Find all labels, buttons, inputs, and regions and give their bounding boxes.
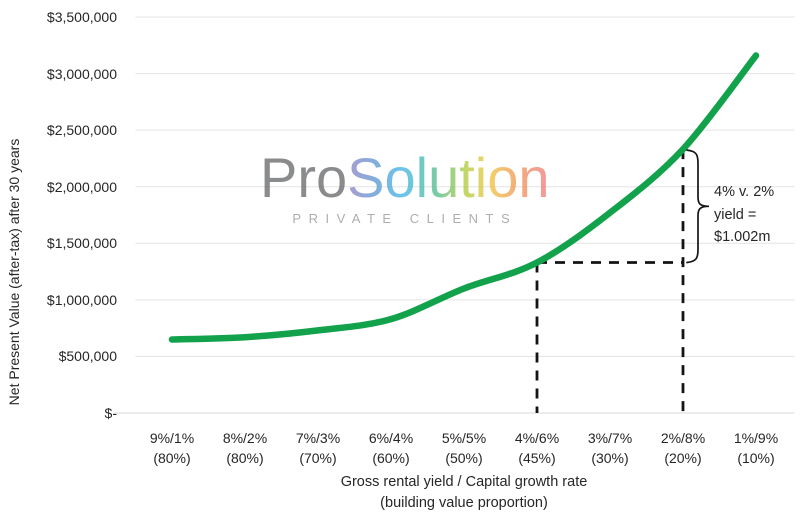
y-tick-label: $3,000,000	[46, 65, 117, 82]
x-axis-title-line2: (building value proportion)	[380, 495, 548, 511]
x-tick-label: 1%/9% (10%)	[719, 428, 793, 468]
annotation-label: 4% v. 2% yield = $1.002m	[714, 181, 800, 249]
x-tick-yield-rate: 3%/7%	[587, 430, 633, 446]
x-tick-building-proportion: (50%)	[445, 450, 483, 466]
x-tick-label: 6%/4% (60%)	[354, 428, 428, 468]
gridlines	[114, 16, 795, 414]
x-tick-building-proportion: (10%)	[737, 450, 775, 466]
y-tick-label: $500,000	[58, 348, 117, 365]
x-tick-yield-rate: 1%/9%	[733, 430, 779, 446]
x-tick-label: 5%/5% (50%)	[427, 428, 501, 468]
y-tick-label: $3,500,000	[46, 9, 117, 25]
x-tick-yield-rate: 2%/8%	[660, 430, 706, 446]
annotation-brace	[686, 149, 710, 264]
x-tick-label: 4%/6% (45%)	[500, 428, 574, 468]
x-tick-label: 3%/7% (30%)	[573, 428, 647, 468]
x-tick-yield-rate: 4%/6%	[514, 430, 560, 446]
x-tick-yield-rate: 8%/2%	[222, 430, 268, 446]
y-axis-title: Net Present Value (after-tax) after 30 y…	[6, 138, 22, 406]
annotation-dashed-lines	[535, 149, 685, 413]
x-tick-building-proportion: (45%)	[518, 450, 556, 466]
x-tick-yield-rate: 5%/5%	[441, 430, 487, 446]
x-tick-yield-rate: 6%/4%	[368, 430, 414, 446]
y-tick-label: $2,000,000	[46, 178, 117, 195]
x-axis-title-line1: Gross rental yield / Capital growth rate	[340, 474, 588, 490]
x-tick-yield-rate: 9%/1%	[149, 430, 195, 446]
x-axis-title: Gross rental yield / Capital growth rate…	[135, 472, 793, 514]
x-tick-building-proportion: (20%)	[664, 450, 702, 466]
x-tick-building-proportion: (80%)	[153, 450, 191, 466]
npv-curve	[168, 52, 760, 343]
x-tick-label: 9%/1% (80%)	[135, 428, 209, 468]
y-tick-label: $2,500,000	[46, 122, 117, 139]
annotation-label-line: 4% v. 2%	[714, 184, 775, 200]
x-tick-building-proportion: (30%)	[591, 450, 629, 466]
x-tick-building-proportion: (70%)	[299, 450, 337, 466]
x-tick-building-proportion: (60%)	[372, 450, 410, 466]
annotation-label-line: $1.002m	[714, 229, 771, 245]
annotation-label-line: yield =	[714, 206, 757, 223]
y-tick-label: $1,000,000	[46, 291, 117, 308]
y-tick-label: $1,500,000	[46, 235, 117, 252]
x-tick-label: 2%/8% (20%)	[646, 428, 720, 468]
x-tick-label: 7%/3% (70%)	[281, 428, 355, 468]
x-tick-label: 8%/2% (80%)	[208, 428, 282, 468]
x-tick-yield-rate: 7%/3%	[295, 430, 341, 446]
y-tick-label: $-	[104, 405, 117, 421]
x-tick-building-proportion: (80%)	[226, 450, 264, 466]
